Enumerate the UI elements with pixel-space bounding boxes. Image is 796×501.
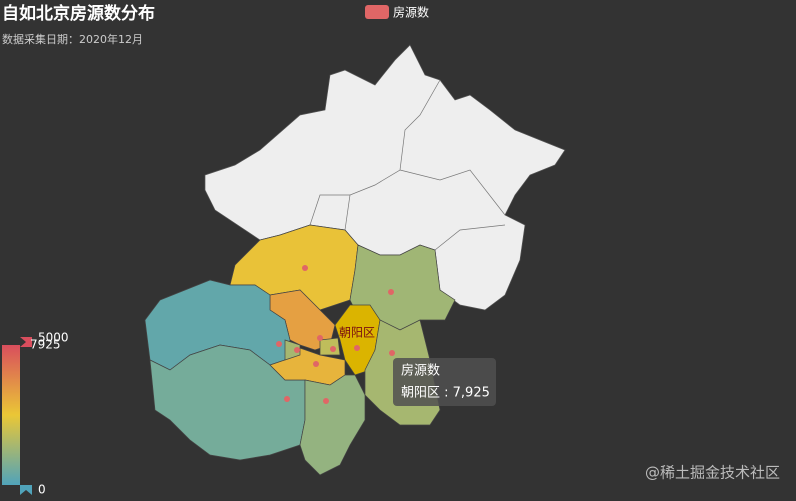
visual-map-min: 0 [38,483,46,497]
region-label: 朝阳区 [339,326,375,340]
region-border [434,224,506,251]
legend-swatch[interactable] [365,5,389,19]
region-border [309,194,350,226]
visual-map-bar [2,345,20,485]
tooltip-text: 朝阳区 : 7,925 [401,386,490,401]
chart-subtitle: 数据采集日期：2020年12月 [2,32,143,46]
scatter-point [388,289,394,295]
scatter-point [302,265,308,271]
scatter-point [313,361,319,367]
visual-map-handle[interactable] [20,337,32,347]
region-border [399,169,506,216]
region[interactable] [319,337,341,356]
visual-map: 5000 0 7925 [2,331,69,497]
visual-map-max: 5000 [38,331,69,345]
legend-label[interactable]: 房源数 [393,5,429,20]
scatter-point [389,350,395,356]
scatter-point [323,398,329,404]
region[interactable] [299,374,366,476]
visual-map-handle[interactable] [20,485,32,495]
tooltip-title: 房源数 [401,363,440,379]
watermark: @稀土掘金技术社区 [645,464,780,482]
tooltip-box [393,358,496,406]
scatter-point [294,347,300,353]
region[interactable] [349,244,456,331]
scatter-point [330,346,336,352]
scatter-point [276,341,282,347]
scatter-point [284,396,290,402]
chart-title: 自如北京房源数分布 [2,3,155,24]
region[interactable] [284,339,301,361]
scatter-point [354,345,360,351]
scatter-point [317,335,323,341]
visual-map-handle-label: 7925 [30,338,61,352]
regions: 朝阳区 [144,224,456,476]
